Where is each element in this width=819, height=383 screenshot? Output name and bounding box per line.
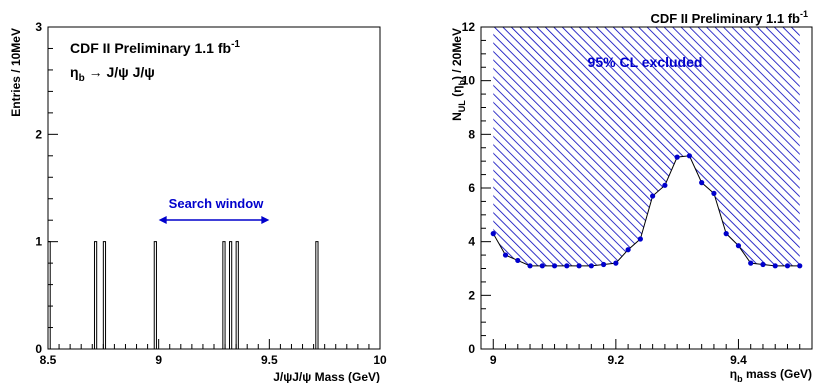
histogram-bin	[235, 241, 239, 349]
upper-limit-point	[711, 190, 717, 196]
histogram-bin	[93, 241, 98, 349]
upper-limit-points	[490, 153, 803, 269]
left-y-tick-label: 2	[35, 127, 42, 141]
left-annotation-title: CDF II Preliminary 1.1 fb-1	[70, 39, 240, 56]
upper-limit-point	[502, 252, 509, 258]
upper-limit-point	[490, 231, 496, 237]
upper-limit-point	[613, 260, 619, 266]
upper-limit-point	[662, 182, 668, 188]
left-y-tick-label: 0	[35, 342, 42, 356]
right-y-axis-label: NUL (ηb) / 20MeV	[450, 28, 467, 121]
upper-limit-point	[748, 260, 754, 266]
right-y-tick-label: 0	[468, 342, 475, 356]
left-x-tick-label: 9	[155, 353, 162, 367]
right-y-tick-label: 10	[462, 74, 476, 88]
upper-limit-point	[650, 193, 656, 199]
upper-limit-point	[527, 263, 533, 269]
upper-limit-point	[576, 263, 582, 269]
histogram-bin	[47, 241, 51, 349]
upper-limit-point	[539, 263, 545, 269]
excluded-region-hatch	[493, 27, 800, 266]
upper-limit-point	[600, 261, 607, 268]
upper-limit-point	[723, 231, 729, 237]
upper-limit-point	[686, 153, 693, 159]
upper-limit-point	[551, 263, 558, 269]
right-x-tick-label: 9.4	[730, 353, 747, 367]
right-y-tick-label: 6	[468, 181, 475, 195]
left-y-tick-label: 1	[35, 235, 42, 249]
upper-limit-point	[564, 263, 570, 269]
upper-limit-point	[699, 180, 705, 186]
upper-limit-point	[772, 263, 778, 269]
upper-limit-point	[588, 263, 594, 269]
upper-limit-point	[625, 247, 631, 253]
right-limit-panel: 9 9.2 9.4 0 2 4 6 8 10 12 CDF II Preliminary 1.1 …	[450, 9, 813, 383]
left-axis-ticks: 8.5 9 9.5 10 0 1 2 3	[35, 20, 387, 367]
left-y-tick-label: 3	[35, 20, 42, 34]
right-x-tick-label: 9.2	[608, 353, 625, 367]
left-histogram-panel: 8.5 9 9.5 10 0 1 2 3 CDF II Preliminary 1.1 fb-…	[9, 20, 387, 383]
right-x-tick-label: 9	[490, 353, 497, 367]
histogram-bin	[315, 241, 319, 349]
search-window-arrow-right-head	[261, 216, 270, 224]
search-window-arrow	[158, 216, 270, 224]
left-x-axis-label: J/ψJ/ψ Mass (GeV)	[273, 370, 380, 383]
right-x-axis-label: ηb mass (GeV)	[730, 367, 812, 383]
search-window-arrow-left-head	[158, 216, 167, 224]
upper-limit-point	[797, 263, 803, 269]
upper-limit-point	[674, 154, 680, 160]
left-x-tick-label: 9.5	[261, 353, 278, 367]
left-x-tick-label: 10	[373, 353, 387, 367]
excluded-region	[493, 27, 800, 266]
right-axis-ticks: 9 9.2 9.4 0 2 4 6 8 10 12	[462, 20, 813, 367]
right-y-tick-label: 12	[462, 20, 476, 34]
right-y-tick-label: 4	[468, 235, 475, 249]
upper-limit-point	[784, 263, 791, 269]
upper-limit-point	[637, 236, 643, 242]
left-x-tick-label: 8.5	[40, 353, 57, 367]
histogram-bin	[222, 241, 226, 349]
histogram-bin	[228, 241, 233, 349]
histogram-bin	[153, 241, 157, 349]
left-histogram-bars	[47, 241, 319, 349]
upper-limit-point	[760, 261, 766, 268]
excluded-region-label: 95% CL excluded	[588, 54, 703, 70]
upper-limit-point	[515, 257, 521, 264]
upper-limit-point	[735, 243, 742, 249]
histogram-bin	[102, 241, 107, 349]
left-y-axis-label: Entries / 10MeV	[9, 28, 23, 117]
right-annotation-title: CDF II Preliminary 1.1 fb-1	[650, 9, 808, 26]
right-y-tick-label: 8	[468, 127, 475, 141]
left-process-label: ηb → J/ψ J/ψ	[70, 64, 155, 84]
right-y-tick-label: 2	[468, 288, 475, 302]
search-window-label: Search window	[169, 196, 265, 211]
